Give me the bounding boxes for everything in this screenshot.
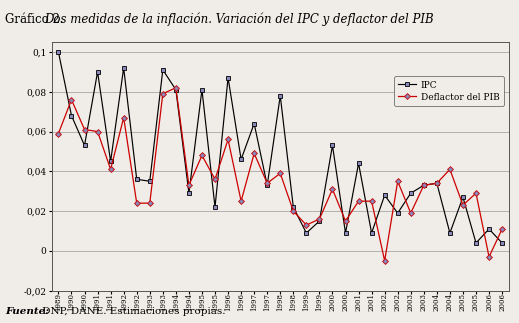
IPC [69, 114, 75, 118]
IPC [120, 66, 127, 70]
IPC [212, 205, 218, 209]
Text: Fuente:: Fuente: [5, 307, 49, 316]
Deflactor del PIB [316, 217, 322, 221]
IPC [460, 195, 466, 199]
Deflactor del PIB [394, 179, 401, 183]
Deflactor del PIB [407, 211, 414, 215]
IPC [499, 241, 505, 245]
Deflactor del PIB [264, 181, 270, 185]
Deflactor del PIB [81, 128, 88, 131]
Deflactor del PIB [173, 86, 179, 90]
Text: DNP, DANE. Estimaciones propias.: DNP, DANE. Estimaciones propias. [39, 307, 225, 316]
Deflactor del PIB [133, 201, 140, 205]
Deflactor del PIB [69, 98, 75, 102]
Deflactor del PIB [368, 199, 375, 203]
IPC [434, 181, 440, 185]
Deflactor del PIB [225, 138, 231, 141]
Text: Gráfico 2.: Gráfico 2. [5, 13, 67, 26]
IPC [316, 219, 322, 223]
Deflactor del PIB [212, 177, 218, 181]
Deflactor del PIB [343, 219, 349, 223]
Line: Deflactor del PIB: Deflactor del PIB [57, 86, 504, 263]
Deflactor del PIB [460, 203, 466, 207]
IPC [343, 231, 349, 235]
IPC [277, 94, 283, 98]
Deflactor del PIB [447, 167, 453, 171]
Deflactor del PIB [147, 201, 153, 205]
Legend: IPC, Deflactor del PIB: IPC, Deflactor del PIB [394, 76, 504, 106]
IPC [290, 205, 296, 209]
Deflactor del PIB [473, 191, 479, 195]
IPC [368, 231, 375, 235]
IPC [251, 122, 257, 126]
IPC [56, 50, 62, 54]
IPC [81, 143, 88, 147]
IPC [147, 179, 153, 183]
Deflactor del PIB [499, 227, 505, 231]
Deflactor del PIB [486, 255, 492, 259]
IPC [303, 231, 309, 235]
IPC [394, 211, 401, 215]
Deflactor del PIB [290, 209, 296, 213]
Deflactor del PIB [186, 183, 192, 187]
Deflactor del PIB [160, 92, 166, 96]
Deflactor del PIB [330, 187, 336, 191]
IPC [330, 143, 336, 147]
Line: IPC: IPC [57, 50, 504, 245]
IPC [264, 183, 270, 187]
Deflactor del PIB [94, 130, 101, 133]
Text: Dos medidas de la inflación. Variación del IPC y deflactor del PIB: Dos medidas de la inflación. Variación d… [44, 13, 434, 26]
IPC [186, 191, 192, 195]
IPC [486, 227, 492, 231]
Deflactor del PIB [107, 167, 114, 171]
Deflactor del PIB [381, 259, 388, 263]
Deflactor del PIB [434, 181, 440, 185]
Deflactor del PIB [251, 151, 257, 155]
IPC [473, 241, 479, 245]
IPC [356, 162, 362, 165]
IPC [173, 88, 179, 92]
Deflactor del PIB [356, 199, 362, 203]
IPC [160, 68, 166, 72]
Deflactor del PIB [199, 153, 205, 157]
IPC [447, 231, 453, 235]
IPC [238, 157, 244, 161]
Deflactor del PIB [303, 223, 309, 227]
IPC [133, 177, 140, 181]
IPC [94, 70, 101, 74]
Deflactor del PIB [238, 199, 244, 203]
IPC [225, 76, 231, 80]
IPC [407, 191, 414, 195]
IPC [381, 193, 388, 197]
Deflactor del PIB [421, 183, 427, 187]
IPC [421, 183, 427, 187]
IPC [107, 160, 114, 163]
Deflactor del PIB [120, 116, 127, 120]
Deflactor del PIB [277, 172, 283, 175]
Deflactor del PIB [56, 131, 62, 135]
IPC [199, 88, 205, 92]
